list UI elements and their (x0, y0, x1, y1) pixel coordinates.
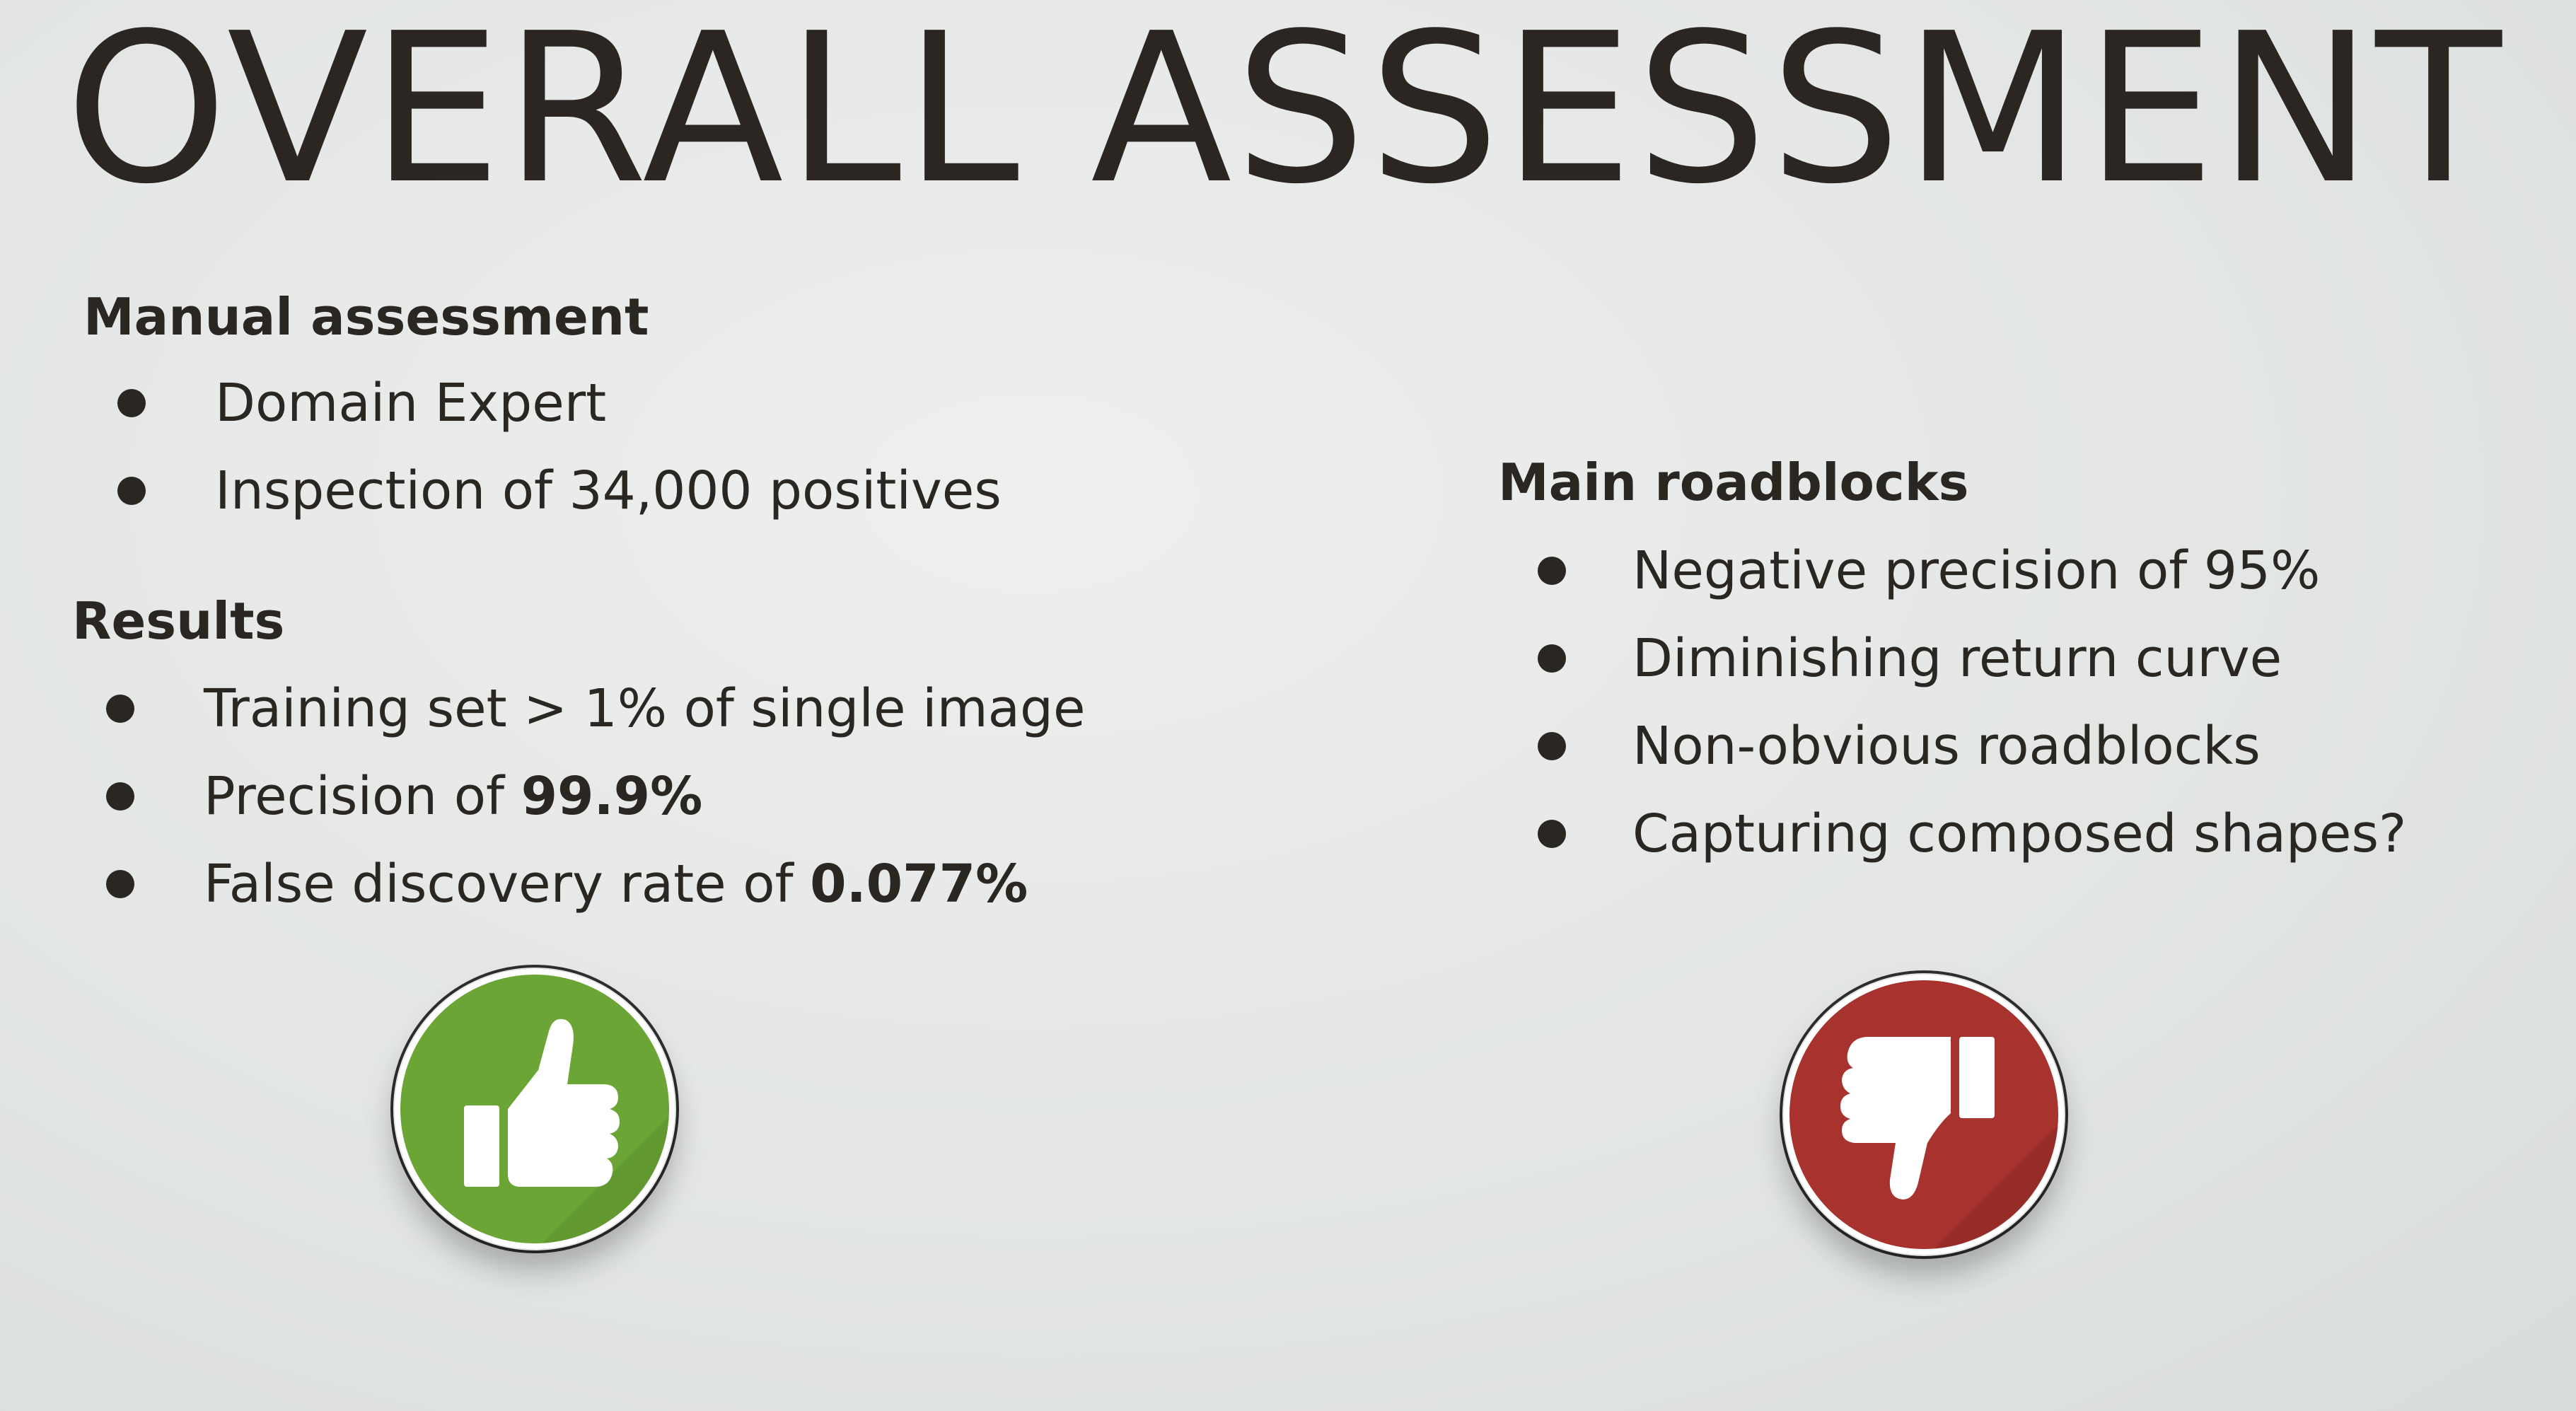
bullet-icon (117, 477, 146, 505)
list-item-text: False discovery rate of 0.077% (204, 840, 1028, 928)
item-text-emphasis: 99.9% (521, 766, 703, 827)
page-title: OVERALL ASSESSMENT (65, 0, 2505, 229)
item-text-emphasis: 0.077% (810, 854, 1028, 914)
list-item-text: Precision of 99.9% (204, 753, 702, 840)
list-item-text: Domain Expert (215, 373, 607, 434)
results-heading: Results (72, 591, 285, 651)
list-item-text: Diminishing return curve (1632, 628, 2282, 689)
list-item-text: Non-obvious roadblocks (1632, 716, 2261, 777)
bullet-icon (117, 389, 146, 417)
main-roadblocks-heading: Main roadblocks (1498, 453, 1969, 512)
thumbs-up-icon (393, 968, 676, 1250)
item-text-plain: False discovery rate of (204, 854, 811, 914)
bullet-icon (1538, 644, 1566, 673)
list-item-text: Training set > 1% of single image (204, 665, 1086, 753)
item-text-plain: Precision of (204, 766, 521, 827)
bullet-icon (106, 870, 134, 898)
manual-assessment-heading: Manual assessment (83, 287, 649, 347)
bullet-icon (106, 695, 134, 723)
thumbs-down-icon (1782, 973, 2065, 1256)
bullet-icon (1538, 732, 1566, 760)
bullet-icon (1538, 820, 1566, 848)
list-item-text: Inspection of 34,000 positives (215, 460, 1002, 521)
item-text-plain: Training set > 1% of single image (204, 678, 1086, 739)
list-item-text: Negative precision of 95% (1632, 540, 2321, 601)
bullet-icon (106, 782, 134, 811)
bullet-icon (1538, 557, 1566, 585)
list-item-text: Capturing composed shapes? (1632, 803, 2407, 864)
